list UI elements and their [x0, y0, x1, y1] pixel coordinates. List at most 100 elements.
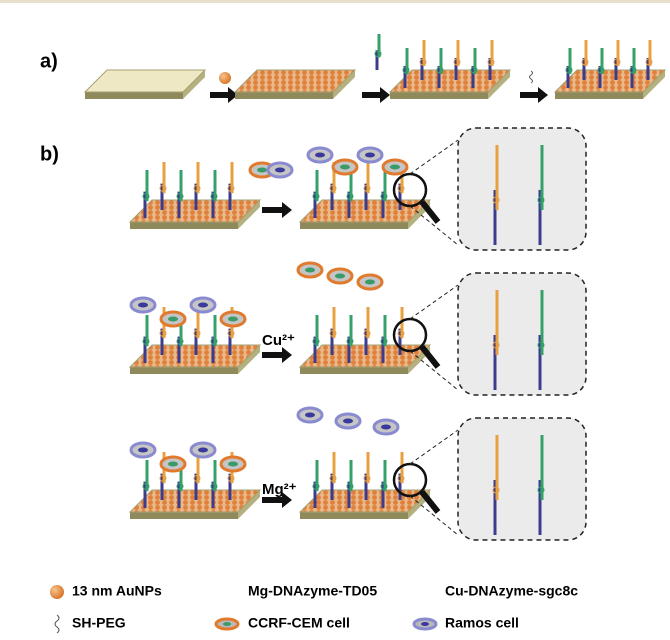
substrate-side [390, 92, 488, 99]
dna-loop [176, 337, 184, 345]
magnifier-handle [419, 200, 441, 224]
zoom-guide [409, 205, 459, 246]
cell-nucleus [305, 267, 315, 273]
substrate-side [238, 345, 260, 374]
dna-loop [597, 66, 605, 74]
dna-loop [227, 474, 235, 482]
dna-loop [176, 192, 184, 200]
zoom-box [457, 127, 587, 251]
magnifier-handle [419, 345, 441, 369]
dna-loop [492, 196, 500, 204]
ion-label: Cu²⁺ [262, 332, 295, 349]
dna-loop [363, 329, 371, 337]
dna-loop [487, 58, 495, 66]
cell-nucleus [305, 412, 315, 418]
panel-label: a) [40, 50, 58, 72]
dna-loop [312, 337, 320, 345]
substrate-side [333, 70, 355, 99]
zoom-guide [409, 284, 459, 320]
legend-label: Cu-DNAzyme-sgc8c [445, 583, 578, 599]
cell-nucleus [381, 424, 391, 430]
substrate-side [130, 512, 238, 519]
zoom-box [457, 417, 587, 541]
dna-loop [312, 192, 320, 200]
zoom-box [457, 272, 587, 396]
dna-loop [492, 341, 500, 349]
cell-nucleus [390, 164, 400, 170]
substrate-side [300, 222, 408, 229]
dna-loop [419, 58, 427, 66]
zoom-guide [409, 495, 459, 536]
dna-loop [346, 337, 354, 345]
arrow [262, 347, 292, 363]
dna-loop [453, 58, 461, 66]
cell-nucleus [340, 164, 350, 170]
substrate-side [238, 200, 260, 229]
dna-loop [537, 486, 545, 494]
cell-nucleus [365, 279, 375, 285]
cell-nucleus [315, 152, 325, 158]
substrate-side [235, 92, 333, 99]
dna-loop [537, 341, 545, 349]
legend-label: CCRF-CEM cell [248, 615, 350, 631]
zoom-guide [409, 429, 459, 465]
cell-nucleus [257, 167, 267, 173]
dna-loop [565, 66, 573, 74]
dna-loop [397, 329, 405, 337]
substrate-top [83, 69, 207, 93]
dna-loop [193, 329, 201, 337]
arrow [210, 87, 238, 103]
dna-loop [159, 474, 167, 482]
dna-loop [402, 66, 410, 74]
substrate-side [183, 70, 205, 99]
legend-label: 13 nm AuNPs [72, 583, 162, 599]
arrow [262, 202, 292, 218]
dna-loop [492, 486, 500, 494]
dna-loop [159, 329, 167, 337]
dna-loop [227, 329, 235, 337]
dna-loop [193, 474, 201, 482]
cell-nucleus [138, 302, 148, 308]
substrate-side [238, 490, 260, 519]
substrate-side [488, 70, 510, 99]
substrate-side [643, 70, 665, 99]
dna-loop [193, 184, 201, 192]
legend-icon [54, 614, 60, 634]
dna-loop [346, 192, 354, 200]
substrate-side [300, 512, 408, 519]
substrate-side [85, 92, 183, 99]
dna-loop [159, 184, 167, 192]
substrate-side [130, 222, 238, 229]
legend-label: Ramos cell [445, 615, 519, 631]
dna-loop [329, 329, 337, 337]
cell-nucleus [198, 447, 208, 453]
dna-loop [380, 192, 388, 200]
dna-loop [329, 184, 337, 192]
cell-nucleus [138, 447, 148, 453]
top-rule [0, 0, 670, 3]
magnifier-handle [419, 490, 441, 514]
nanoparticle [219, 72, 231, 84]
cell-nucleus [343, 418, 353, 424]
arrow [262, 492, 292, 508]
legend-icon [50, 585, 64, 599]
dna-loop [329, 474, 337, 482]
dna-loop [613, 58, 621, 66]
substrate-side [300, 367, 408, 374]
substrate-side [555, 92, 643, 99]
legend-label: Mg-DNAzyme-TD05 [248, 583, 377, 599]
dna-loop [397, 184, 405, 192]
cell-nucleus [168, 461, 178, 467]
dna-loop [436, 66, 444, 74]
arrow [362, 87, 390, 103]
cell-nucleus [275, 167, 285, 173]
dna-loop [227, 184, 235, 192]
panel-label: b) [40, 143, 59, 165]
legend-label: SH-PEG [72, 615, 126, 631]
dna-loop [645, 58, 653, 66]
zoom-guide [409, 139, 459, 175]
dna-loop [374, 50, 382, 58]
cell-nucleus [198, 302, 208, 308]
dna-loop [176, 482, 184, 490]
cell-nucleus [365, 152, 375, 158]
